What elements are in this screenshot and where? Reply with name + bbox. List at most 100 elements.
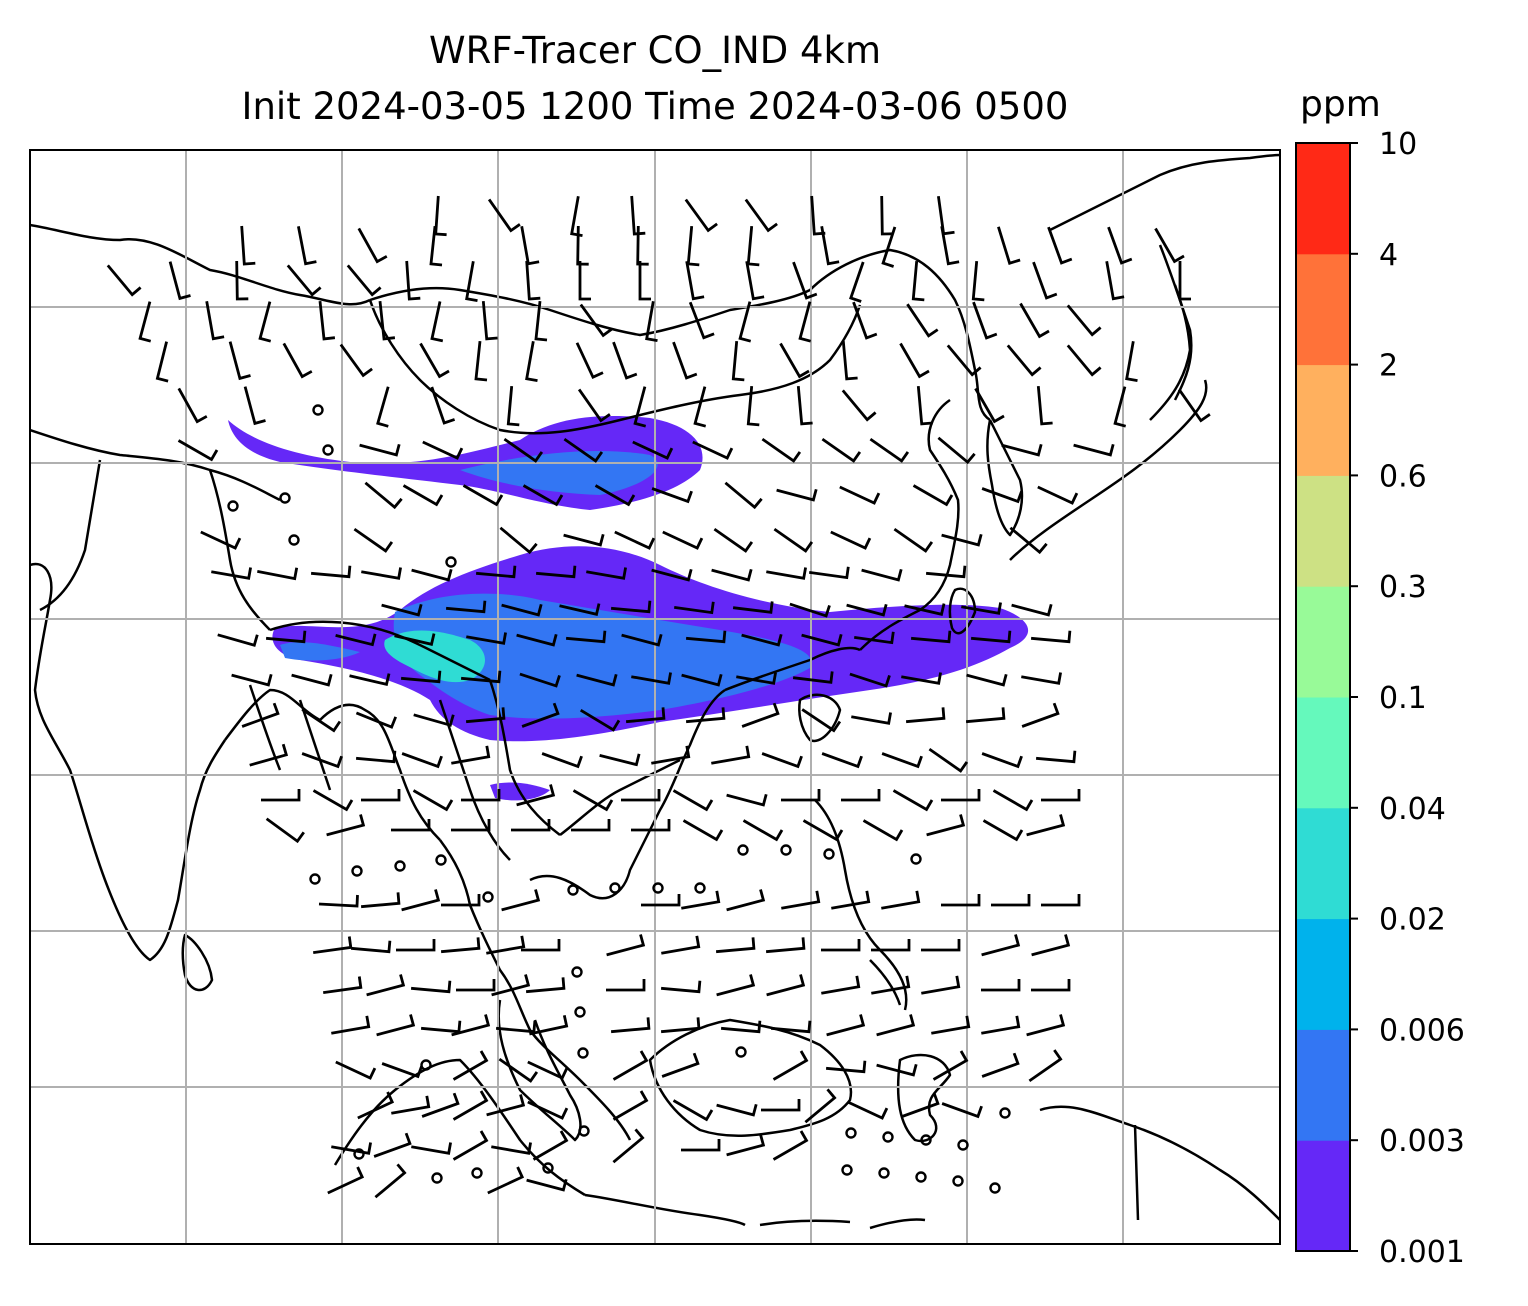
wind-barb [681,890,721,910]
wind-barb [335,633,377,647]
wind-barb [660,1017,701,1034]
wind-barb [361,789,401,802]
wind-barb [572,789,614,812]
wind-barb [511,819,551,832]
wind-barb [440,937,481,954]
calm-wind-marker [445,556,457,568]
wind-barb [861,568,903,582]
calm-wind-marker [737,844,749,856]
wind-barb [282,342,313,379]
wind-barb [355,750,397,764]
calm-wind-marker [571,966,583,978]
calm-wind-marker [309,873,321,885]
wind-barb [430,386,456,425]
calm-wind-marker [567,884,579,896]
coastline-segment [759,1219,851,1227]
colorbar-swatch [1296,364,1350,476]
calm-wind-marker [578,1125,590,1137]
wind-barb [965,707,1006,724]
wind-barb [880,195,894,236]
wind-barb [599,753,641,767]
wind-barb [301,708,342,733]
wind-barb [286,264,322,297]
wind-barb [941,1102,983,1119]
wind-barb [841,389,877,422]
wind-barb [610,1017,651,1034]
wind-barb [265,817,305,844]
wind-barb [396,939,436,952]
wind-barb [402,484,444,507]
wind-barb [881,890,921,910]
wind-barb [429,225,443,267]
coastline-segment [208,469,271,631]
coastline-segment [559,758,681,836]
calm-wind-marker [845,1127,857,1139]
coastline-segment [529,688,726,900]
calm-wind-marker [878,1167,890,1179]
map-subtitle: Init 2024-03-05 1200 Time 2024-03-06 050… [241,85,1069,128]
gridlines [30,150,1280,1244]
wind-barb [519,672,561,688]
map-panel[interactable] [30,150,1280,1244]
wind-barb [741,702,780,728]
wind-barb [434,195,447,237]
wind-barb [765,937,806,954]
wind-barb [981,1052,1020,1078]
wind-barb [1019,302,1050,339]
coastline-segment [181,933,214,992]
coastline-segment [248,684,282,771]
wind-barb [821,975,861,995]
wind-barb [1041,894,1081,907]
wind-barb [772,1050,809,1081]
wind-barb [291,673,333,687]
wind-barb [1154,227,1185,264]
wind-barb [625,707,666,724]
wind-barb [846,603,888,617]
wind-barb [612,1090,649,1121]
wind-barb [563,533,605,547]
colorbar-tick-label: 0.1 [1379,681,1427,716]
wind-barb [672,789,714,812]
wind-barb [970,630,1012,644]
wind-barb [461,789,501,802]
wind-barb [373,1132,412,1158]
wind-barb [520,226,540,266]
wind-barb [422,440,464,460]
wind-barb [932,1050,969,1081]
coastline-segment [438,839,632,1141]
wind-barb [532,1130,569,1161]
wind-barb [265,630,307,644]
wind-barb [258,301,272,343]
wind-barb [571,819,611,832]
calm-wind-marker [420,1059,432,1071]
wind-barb [773,527,814,553]
colorbar-swatch [1296,697,1350,809]
colorbar-tick-label: 0.6 [1379,459,1427,494]
wind-barb [724,481,763,510]
colorbar-swatch [1296,807,1350,920]
plume-mid [280,642,360,661]
wind-barb [1009,526,1048,555]
wind-barb [726,889,766,912]
wind-barb [241,702,280,728]
wind-barb [419,342,450,379]
wind-barb [946,344,982,377]
wind-barb [682,819,724,842]
wind-barb [331,1015,371,1035]
wind-barb [1026,1014,1066,1037]
colorbar-swatch [1296,475,1350,587]
wind-barb [972,301,998,340]
wind-barb [881,226,897,268]
wind-barb [576,673,618,687]
wind-barb [745,261,765,301]
wind-barb [465,261,478,302]
wind-barb [736,672,777,685]
coastline-segment [869,959,902,1006]
wind-barb [401,752,443,769]
wind-barb [849,261,865,303]
calm-wind-marker [351,865,363,877]
wind-barb [661,1052,700,1078]
wind-barb [579,709,621,732]
wind-barb [904,603,946,616]
wind-barb [240,225,256,266]
